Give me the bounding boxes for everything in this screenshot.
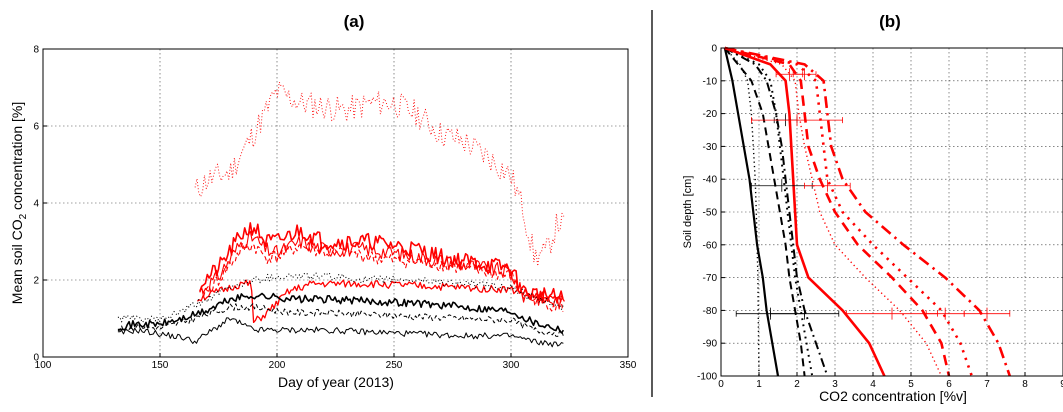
panel-a-grid <box>43 49 628 357</box>
panel-a-series-line-7 <box>117 292 565 334</box>
panel-a-series <box>117 81 565 348</box>
panel-b-series <box>723 46 1012 377</box>
panel-b-title: (b) <box>879 12 901 31</box>
panel-b-frame <box>720 47 1063 377</box>
panel-a-y-ticks: 0 2 4 6 8 <box>33 45 47 364</box>
panel-b-x-tick-label: 2 <box>794 379 800 390</box>
panel-b-y-tick-label: 0 <box>711 44 717 55</box>
panel-b-series-line-8 <box>724 46 951 377</box>
panel-a-series-line-4 <box>199 242 564 312</box>
panel-a-x-axis-label: Day of year (2013) <box>278 374 394 390</box>
panel-b-x-axis-label: CO2 concentration [%v] <box>819 388 967 404</box>
panel-b-y-axis-label: Soil depth [cm] <box>682 176 694 249</box>
panel-a-y-tick-label: 2 <box>33 276 39 287</box>
panel-b-y-tick-label: -90 <box>703 339 718 350</box>
panel-b-x-tick-label: 1 <box>756 379 762 390</box>
panel-b-series-line-1 <box>723 47 780 377</box>
panel-b-error-bars <box>735 68 1011 320</box>
panel-a-x-tick-label: 300 <box>503 360 520 371</box>
panel-a-x-tick-label: 200 <box>269 360 286 371</box>
panel-b-x-tick-label: 9 <box>1060 379 1063 390</box>
panel-a-y-tick-label: 6 <box>33 122 39 133</box>
panel-a-title: (a) <box>344 12 365 31</box>
panel-a-x-tick-label: 250 <box>386 360 403 371</box>
panel-b-y-tick-label: -10 <box>703 76 718 87</box>
panel-a-x-tick-label: 150 <box>152 360 169 371</box>
panel-b-y-tick-label: -30 <box>703 142 718 153</box>
panel-b-y-tick-label: -80 <box>703 306 718 317</box>
panel-b-series-line-3 <box>724 47 806 377</box>
panel-b-y-tick-label: -40 <box>703 175 718 186</box>
panel-a-x-ticks: 100 150 200 250 300 350 <box>35 353 637 371</box>
panel-b-x-tick-label: 7 <box>984 379 990 390</box>
panel-b-y-tick-label: -70 <box>703 273 718 284</box>
panel-b-x-tick-label: 5 <box>908 379 914 390</box>
panel-a: (a) 100 150 200 250 300 350 0 2 4 6 8 Day of year… <box>9 12 637 390</box>
panel-b-x-tick-label: 8 <box>1022 379 1028 390</box>
panel-a-series-line-6 <box>117 272 564 323</box>
panel-b-x-tick-label: 4 <box>870 379 876 390</box>
panel-a-series-line-3 <box>199 230 564 310</box>
panel-a-y-tick-label: 8 <box>33 45 39 56</box>
panel-a-x-tick-label: 100 <box>35 360 52 371</box>
panel-b-y-tick-label: -100 <box>697 372 717 383</box>
panel-b-x-ticks: 0 1 2 3 4 5 6 7 8 9 <box>718 372 1063 390</box>
panel-b-x-tick-label: 0 <box>718 379 724 390</box>
panel-a-series-line-8 <box>117 303 564 337</box>
panel-b-series-line-6 <box>724 46 886 377</box>
panel-b-series-line-5 <box>724 47 814 377</box>
panel-b-series-line-4 <box>724 47 829 377</box>
panel-b-x-tick-label: 6 <box>946 379 952 390</box>
panel-b-series-line-9 <box>724 46 974 377</box>
panel-a-y-axis-label: Mean soil CO2 concentration [%] <box>9 102 29 304</box>
panel-b-y-tick-label: -20 <box>703 109 718 120</box>
panel-b-grid <box>721 48 1063 376</box>
panel-a-series-line-2 <box>199 222 564 304</box>
panel-b-x-tick-label: 3 <box>832 379 838 390</box>
panel-a-series-line-9 <box>117 317 564 348</box>
panel-b: (b) 0 1 2 3 4 5 6 7 8 9 0 -10 -20 -30 -40 -50 -60 -70 -80… <box>682 12 1063 404</box>
panel-b-y-tick-label: -60 <box>703 240 718 251</box>
panel-a-y-tick-label: 4 <box>33 199 39 210</box>
panel-b-series-line-10 <box>724 46 1012 377</box>
panel-a-series-line-5 <box>197 279 565 324</box>
panel-b-y-tick-label: -50 <box>703 208 718 219</box>
panel-b-y-ticks: 0 -10 -20 -30 -40 -50 -60 -70 -80 -90 -100 <box>697 44 725 383</box>
panel-a-y-tick-label: 0 <box>33 353 39 364</box>
panel-a-x-tick-label: 350 <box>620 360 637 371</box>
